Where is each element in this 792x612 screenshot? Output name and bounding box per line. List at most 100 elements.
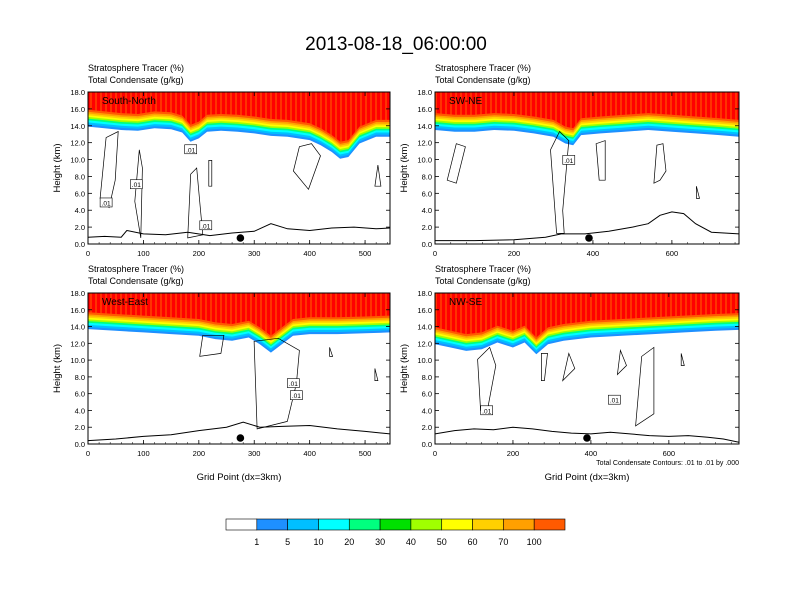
condensate-contour bbox=[187, 167, 204, 239]
tracer-band-9 bbox=[435, 293, 739, 338]
y-tick-label: 14.0 bbox=[70, 122, 85, 131]
condensate-contour bbox=[329, 347, 334, 357]
x-tick-label: 0 bbox=[433, 249, 437, 258]
location-marker bbox=[583, 434, 591, 442]
y-tick-label: 0.0 bbox=[75, 440, 85, 449]
y-tick-label: 10.0 bbox=[417, 156, 432, 165]
header-tracer: Stratosphere Tracer (%) bbox=[435, 63, 531, 73]
colorbar-box bbox=[503, 518, 535, 531]
y-tick-label: 10.0 bbox=[70, 156, 85, 165]
contour-label-box bbox=[99, 197, 113, 208]
colorbar-box bbox=[225, 518, 258, 531]
x-tick-label: 500 bbox=[359, 449, 372, 458]
y-tick-label: 8.0 bbox=[75, 172, 85, 181]
colorbar-label: 40 bbox=[406, 537, 416, 547]
y-tick-label: 2.0 bbox=[422, 223, 432, 232]
y-tick-label: 8.0 bbox=[422, 373, 432, 382]
contour-label-box bbox=[480, 405, 493, 416]
footnote: Total Condensate Contours: .01 to .01 by… bbox=[596, 460, 739, 467]
y-tick-label: 18.0 bbox=[417, 289, 432, 298]
condensate-contour bbox=[374, 368, 379, 381]
header-condensate: Total Condensate (g/kg) bbox=[88, 75, 184, 85]
contour-label: .01 bbox=[292, 393, 301, 400]
y-tick-label: 10.0 bbox=[417, 356, 432, 365]
plot-area: .01 .01 bbox=[435, 293, 739, 444]
header-tracer: Stratosphere Tracer (%) bbox=[88, 264, 184, 274]
condensate-contour bbox=[680, 353, 685, 366]
location-marker bbox=[236, 434, 245, 442]
y-tick-label: 2.0 bbox=[422, 423, 432, 432]
y-tick-label: 8.0 bbox=[422, 172, 432, 181]
x-tick-label: 100 bbox=[137, 249, 150, 258]
colorbar-box bbox=[533, 518, 566, 531]
colorbar-box bbox=[379, 518, 412, 531]
header-tracer: Stratosphere Tracer (%) bbox=[435, 264, 531, 274]
y-tick-label: 12.0 bbox=[417, 339, 432, 348]
condensate-contour bbox=[595, 140, 606, 181]
y-tick-label: 10.0 bbox=[70, 356, 85, 365]
y-tick-label: 2.0 bbox=[75, 423, 85, 432]
y-tick-label: 14.0 bbox=[417, 323, 432, 332]
y-tick-label: 12.0 bbox=[70, 139, 85, 148]
y-tick-label: 2.0 bbox=[75, 223, 85, 232]
x-tick-label: 0 bbox=[86, 249, 90, 258]
condensate-contour bbox=[541, 353, 548, 381]
terrain-line bbox=[435, 426, 739, 443]
y-tick-label: 4.0 bbox=[422, 206, 432, 215]
contour-label-box bbox=[199, 220, 213, 231]
condensate-contour bbox=[696, 186, 700, 199]
colorbar-label: 10 bbox=[313, 537, 323, 547]
y-axis-label: Height (km) bbox=[52, 344, 63, 393]
contour-label: .01 bbox=[201, 223, 210, 230]
x-tick-label: 200 bbox=[508, 249, 521, 258]
y-axis-label: Height (km) bbox=[399, 143, 410, 192]
x-tick-label: 200 bbox=[507, 449, 520, 458]
panel-nw-se: .01 .01 NW-SE Stratosphere Tracer (%) Total … bbox=[399, 264, 740, 483]
colorbar-box bbox=[256, 518, 288, 531]
x-tick-label: 400 bbox=[303, 249, 316, 258]
x-tick-label: 0 bbox=[433, 449, 437, 458]
plot-frame bbox=[87, 91, 391, 245]
contour-label: .01 bbox=[186, 147, 195, 154]
condensate-contour bbox=[293, 143, 321, 190]
y-tick-label: 14.0 bbox=[70, 323, 85, 332]
panel-south-north: .01 .01 .01 .01 South-North Stratosphere Trac… bbox=[52, 63, 391, 258]
plot-frame bbox=[434, 91, 740, 245]
colorbar-label: 30 bbox=[375, 537, 385, 547]
location-marker bbox=[585, 234, 593, 242]
y-tick-label: 4.0 bbox=[422, 406, 432, 415]
colorbar-label: 50 bbox=[437, 537, 447, 547]
y-axis-label: Height (km) bbox=[52, 143, 63, 192]
colorbar-label: 70 bbox=[498, 537, 508, 547]
x-tick-label: 0 bbox=[86, 449, 90, 458]
x-tick-label: 400 bbox=[303, 449, 316, 458]
tracer-band-9 bbox=[435, 92, 739, 129]
condensate-contour bbox=[616, 349, 627, 376]
header-condensate: Total Condensate (g/kg) bbox=[435, 75, 531, 85]
contour-label: .01 bbox=[102, 200, 111, 207]
terrain-line bbox=[88, 421, 390, 442]
y-tick-label: 0.0 bbox=[75, 240, 85, 249]
y-tick-label: 0.0 bbox=[422, 440, 432, 449]
y-tick-label: 12.0 bbox=[417, 139, 432, 148]
y-tick-label: 16.0 bbox=[70, 306, 85, 315]
contour-label: .01 bbox=[482, 408, 491, 415]
contour-label: .01 bbox=[564, 158, 573, 165]
x-tick-label: 600 bbox=[663, 449, 676, 458]
x-tick-label: 100 bbox=[137, 449, 150, 458]
contour-label-box bbox=[562, 155, 576, 165]
plot-frame bbox=[434, 292, 740, 445]
contour-label-box bbox=[287, 378, 300, 388]
tracer-band-9 bbox=[88, 293, 390, 336]
y-tick-label: 14.0 bbox=[417, 122, 432, 131]
plot-area: .01 .01 bbox=[88, 293, 390, 444]
colorbar-box bbox=[318, 518, 350, 531]
y-tick-label: 16.0 bbox=[70, 105, 85, 114]
contour-label: .01 bbox=[610, 398, 619, 405]
x-tick-label: 600 bbox=[666, 249, 679, 258]
y-tick-label: 12.0 bbox=[70, 339, 85, 348]
x-tick-label: 400 bbox=[587, 249, 600, 258]
condensate-contour bbox=[199, 334, 225, 357]
plot-area: .01 .01 .01 .01 bbox=[88, 92, 390, 244]
